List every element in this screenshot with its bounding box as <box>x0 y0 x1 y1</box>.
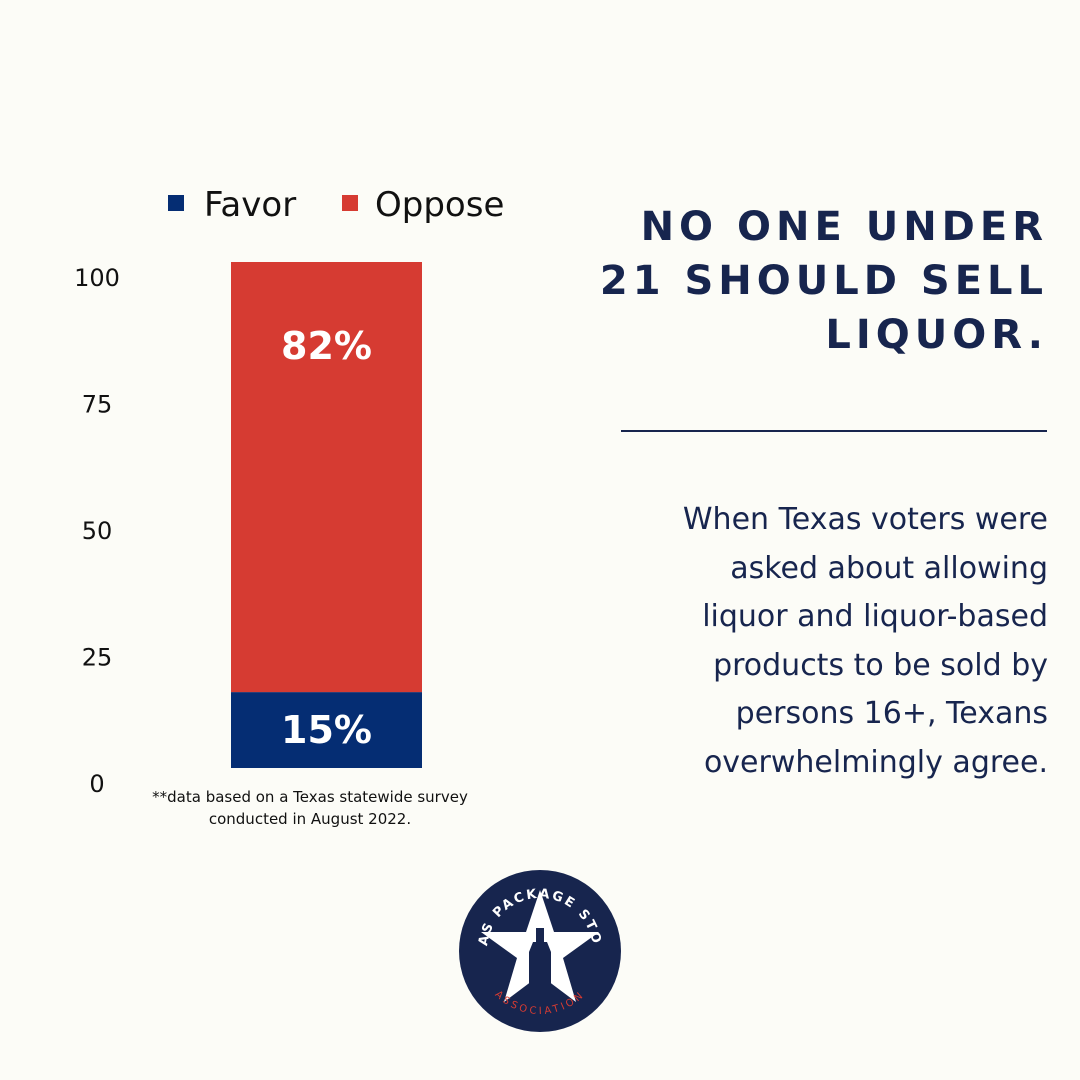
divider <box>621 430 1047 432</box>
bar-label-favor: 15% <box>281 708 372 752</box>
y-tick-label: 100 <box>74 264 120 292</box>
y-tick-label: 0 <box>89 770 104 798</box>
headline-line-2: 21 SHOULD SELL <box>599 258 1048 304</box>
footnote: **data based on a Texas statewide survey… <box>135 786 485 830</box>
y-tick-label: 75 <box>82 391 113 419</box>
body-text: When Texas voters were asked about allow… <box>598 496 1048 787</box>
headline: NO ONE UNDER 21 SHOULD SELL LIQUOR. <box>578 200 1048 362</box>
legend-oppose-label: Oppose <box>375 185 504 225</box>
y-axis-ticks: 100 75 50 25 0 <box>74 264 120 798</box>
legend: Favor Oppose <box>168 185 504 225</box>
y-tick-label: 25 <box>82 644 113 672</box>
bar-stack: 15% 82% <box>231 262 422 768</box>
body-line-1: When Texas voters were <box>682 502 1048 537</box>
body-line-4: products to be sold by <box>713 647 1048 683</box>
texas-package-stores-logo: TEXAS PACKAGE STORES ASSOCIATION <box>459 870 621 1032</box>
bar-oppose <box>231 262 422 693</box>
bar-label-oppose: 82% <box>281 324 372 368</box>
legend-oppose-swatch <box>342 195 358 211</box>
legend-favor-label: Favor <box>204 185 296 225</box>
bottle-icon <box>529 928 551 988</box>
body-line-3: liquor and liquor-based <box>702 599 1048 634</box>
y-tick-label: 50 <box>82 517 113 545</box>
legend-favor-swatch <box>168 195 184 211</box>
headline-line-3: LIQUOR. <box>825 312 1048 358</box>
body-line-6: overwhelmingly agree. <box>703 744 1048 780</box>
bar-favor <box>231 692 422 768</box>
headline-line-1: NO ONE UNDER <box>640 204 1048 250</box>
footnote-line-1: **data based on a Texas statewide survey <box>152 788 468 806</box>
body-line-2: asked about allowing <box>730 550 1048 586</box>
body-line-5: persons 16+, Texans <box>735 696 1048 731</box>
footnote-line-2: conducted in August 2022. <box>208 810 412 828</box>
